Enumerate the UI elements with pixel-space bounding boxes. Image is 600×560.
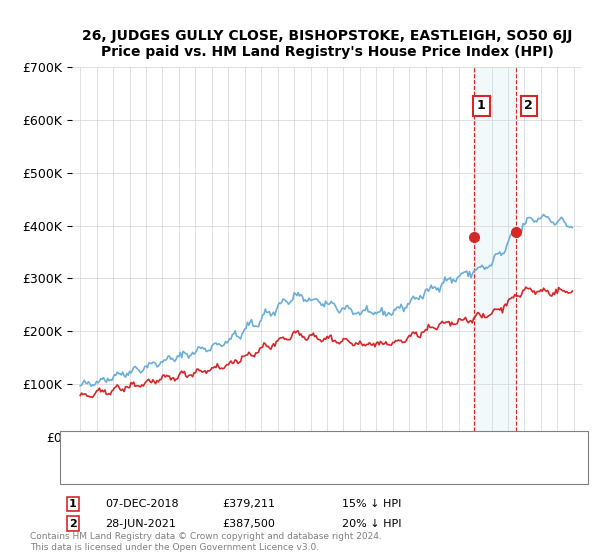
Text: 1: 1 [69,499,77,509]
Text: 07-DEC-2018: 07-DEC-2018 [105,499,179,509]
Text: ──: ── [78,464,98,482]
Text: Contains HM Land Registry data © Crown copyright and database right 2024.
This d: Contains HM Land Registry data © Crown c… [30,532,382,552]
Bar [473,67,516,437]
Text: 28-JUN-2021: 28-JUN-2021 [105,519,176,529]
Text: 15% ↓ HPI: 15% ↓ HPI [342,499,401,509]
Text: £387,500: £387,500 [222,519,275,529]
Text: 20% ↓ HPI: 20% ↓ HPI [342,519,401,529]
Title: 26, JUDGES GULLY CLOSE, BISHOPSTOKE, EASTLEIGH, SO50 6JJ
Price paid vs. HM Land : 26, JUDGES GULLY CLOSE, BISHOPSTOKE, EAS… [82,29,572,59]
Text: 26, JUDGES GULLY CLOSE, BISHOPSTOKE, EASTLEIGH, SO50 6JJ (detached house): 26, JUDGES GULLY CLOSE, BISHOPSTOKE, EAS… [102,446,524,456]
Text: 2: 2 [69,519,77,529]
Text: £379,211: £379,211 [222,499,275,509]
Text: HPI: Average price, detached house, Eastleigh: HPI: Average price, detached house, East… [102,468,343,478]
Text: ──: ── [78,442,98,460]
Text: 1: 1 [477,100,486,113]
Text: 2: 2 [524,100,533,113]
